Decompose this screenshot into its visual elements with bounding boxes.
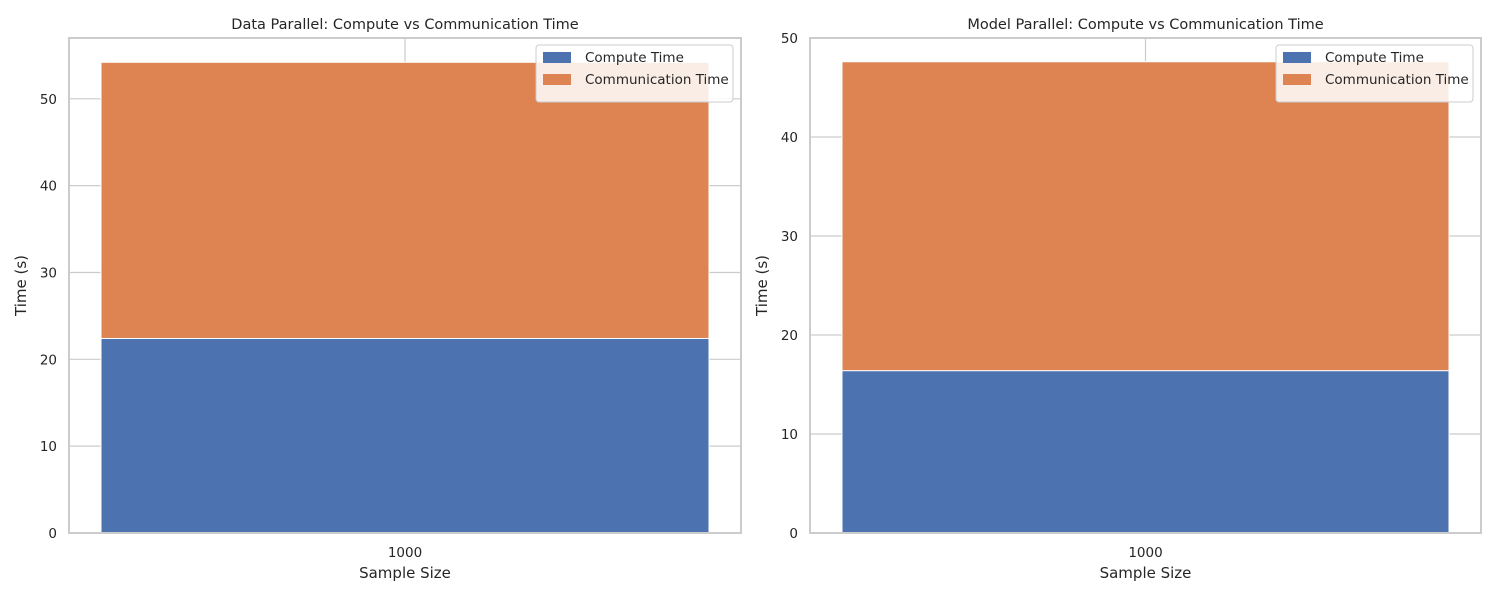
y-tick-label: 20 — [40, 352, 57, 368]
legend-swatch — [1283, 52, 1311, 63]
x-axis-label: Sample Size — [1100, 564, 1192, 582]
y-tick-label: 0 — [48, 526, 57, 542]
chart-title: Model Parallel: Compute vs Communication… — [967, 17, 1323, 33]
x-axis-label: Sample Size — [359, 564, 451, 582]
chart-1: 0 10 20 30 40 50 1000 Data Parallel: Compute vs… — [12, 17, 742, 582]
legend-box — [535, 44, 734, 103]
y-tick-label: 30 — [40, 265, 57, 281]
y-tick-label: 50 — [781, 31, 798, 47]
bar-compute-time — [841, 370, 1450, 534]
legend: Compute Time Communication Time — [1275, 44, 1474, 103]
y-tick-label: 10 — [781, 427, 798, 443]
plot-frame — [809, 37, 1482, 534]
y-axis-label: Time (s) — [753, 255, 771, 317]
legend-box — [1275, 44, 1474, 103]
bar-communication-time — [841, 61, 1450, 372]
chart-title: Data Parallel: Compute vs Communication … — [231, 17, 578, 33]
y-tick-label: 40 — [40, 179, 57, 195]
legend-swatch — [543, 52, 571, 63]
legend-entry: Communication Time — [1325, 72, 1469, 88]
x-tick-label: 1000 — [1128, 545, 1162, 561]
y-tick-label: 40 — [781, 130, 798, 146]
bar-compute-time — [100, 337, 710, 534]
legend-entry: Compute Time — [1325, 50, 1424, 66]
legend-entry: Compute Time — [585, 50, 684, 66]
y-tick-label: 20 — [781, 328, 798, 344]
y-tick-label: 30 — [781, 229, 798, 245]
x-tick-label: 1000 — [388, 545, 422, 561]
y-tick-label: 10 — [40, 439, 57, 455]
legend: Compute Time Communication Time — [535, 44, 734, 103]
y-tick-label: 50 — [40, 92, 57, 108]
bar-communication-time — [100, 61, 710, 339]
legend-swatch — [1283, 74, 1311, 85]
y-axis-label: Time (s) — [12, 255, 30, 317]
legend-entry: Communication Time — [585, 72, 729, 88]
y-tick-label: 0 — [789, 526, 798, 542]
chart-2: 0 10 20 30 40 50 1000 Model Parallel: Compute v… — [753, 17, 1482, 582]
legend-swatch — [543, 74, 571, 85]
plot-frame — [68, 37, 742, 534]
